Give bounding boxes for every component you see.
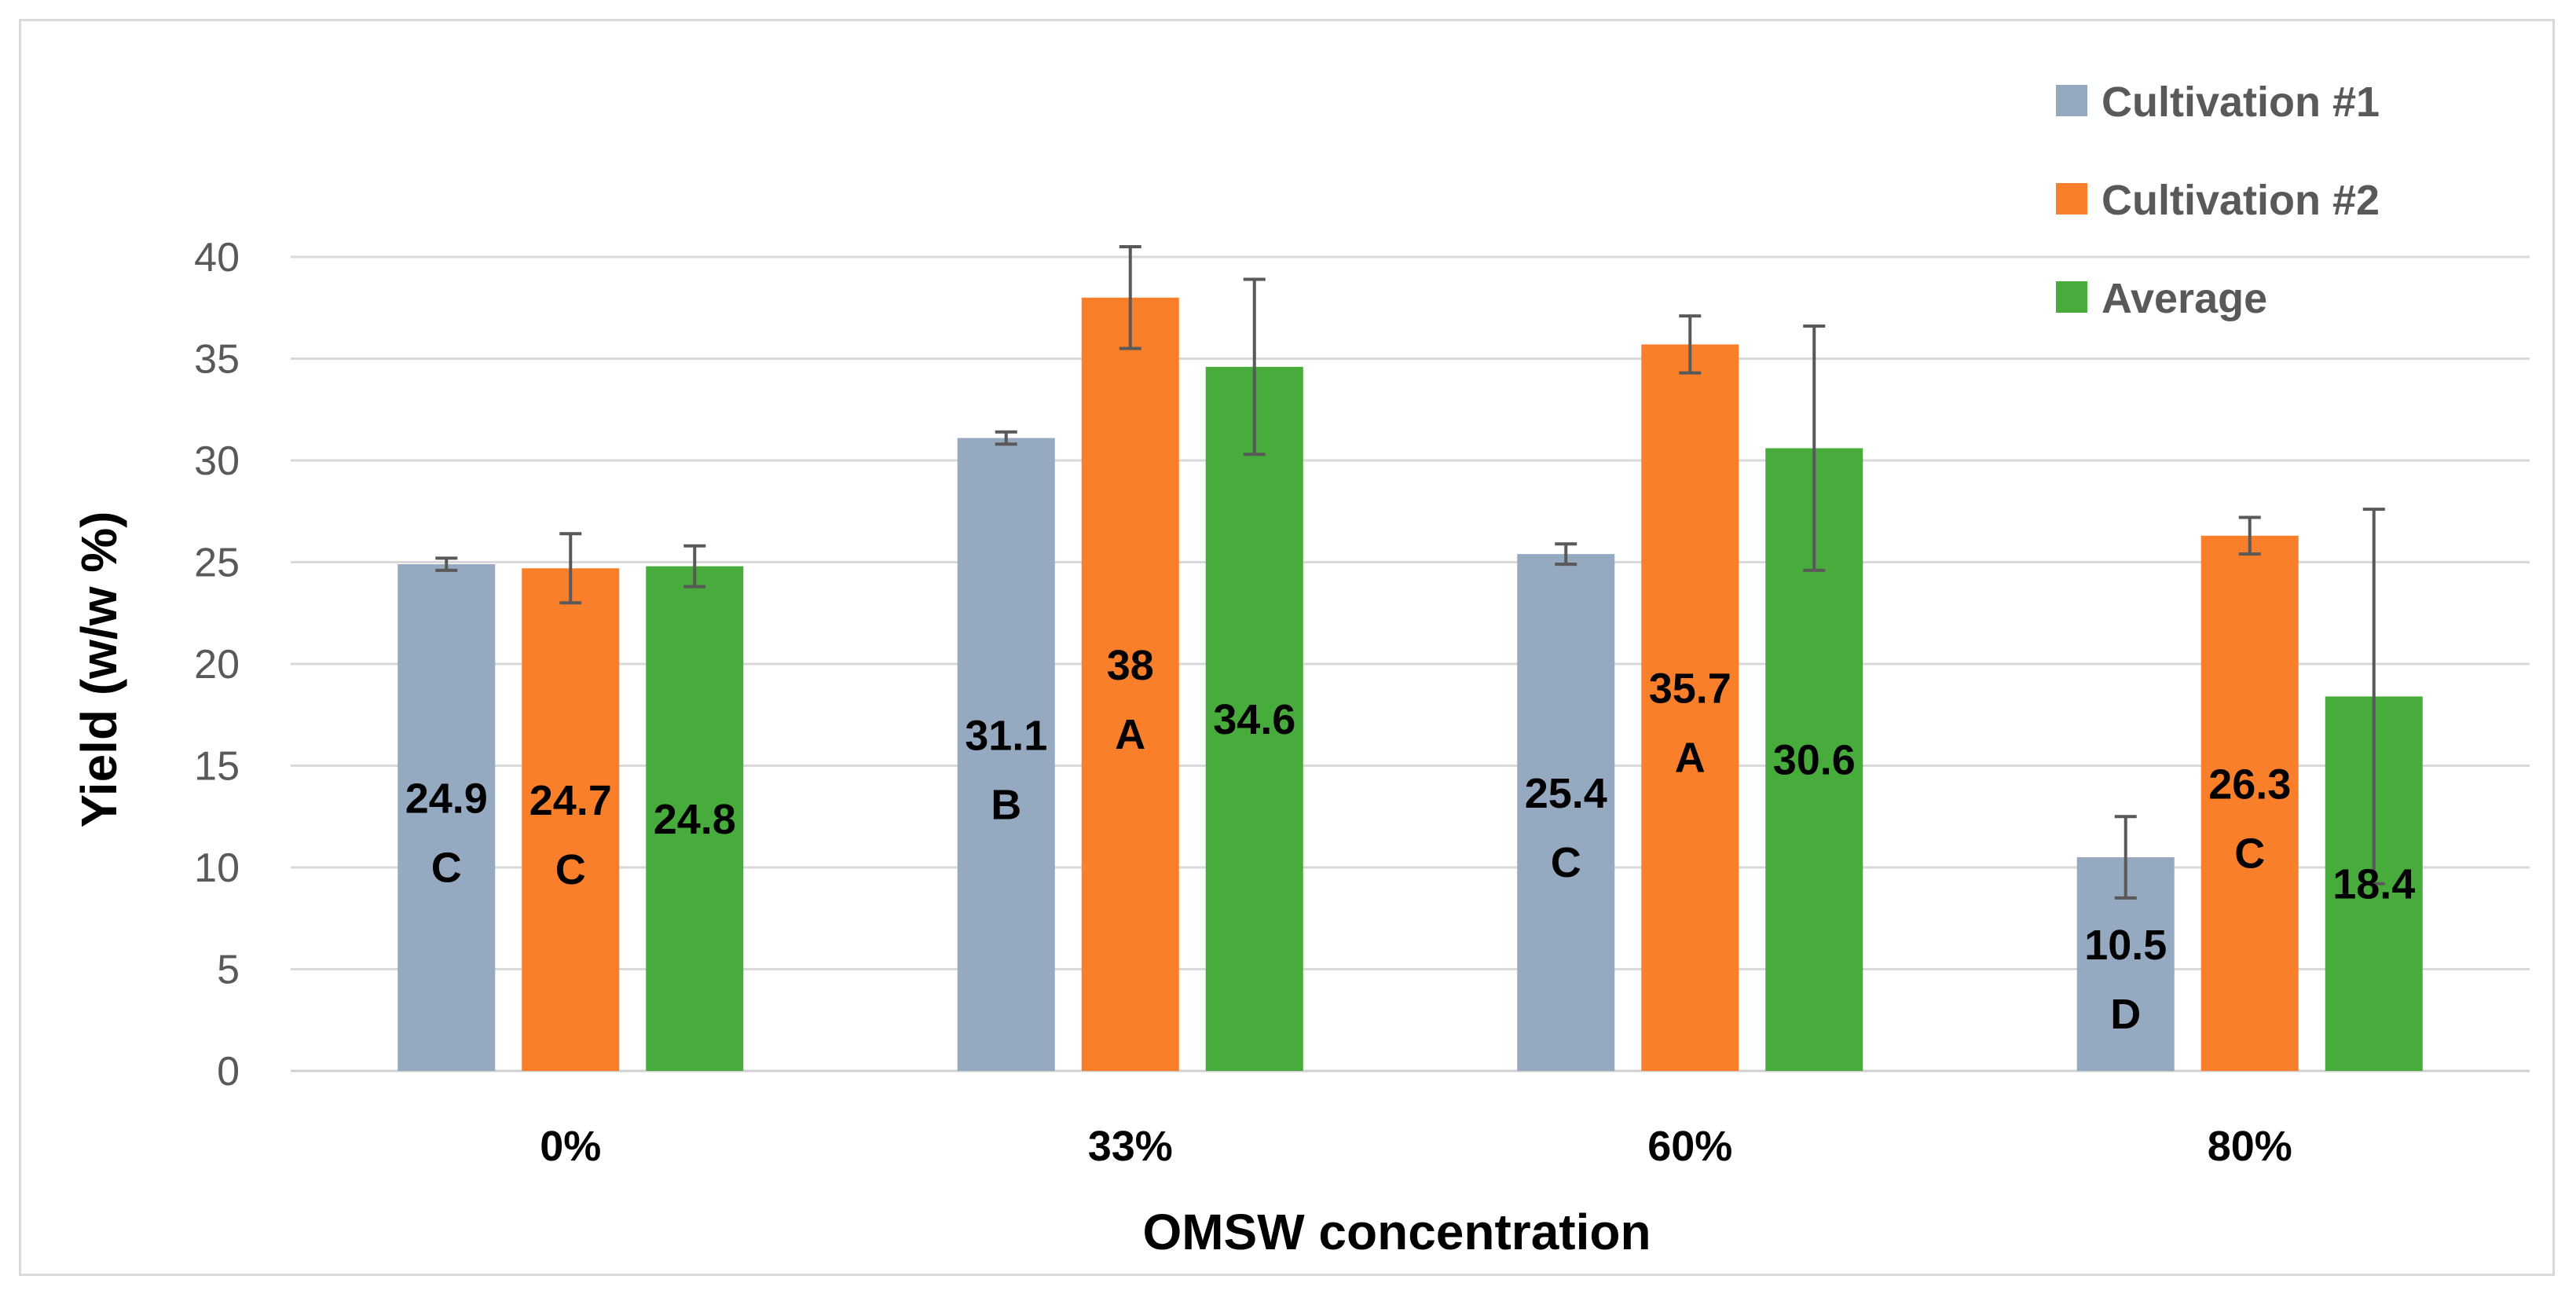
- bar: [398, 564, 496, 1071]
- bar: [1081, 297, 1179, 1071]
- data-label-value: 35.7: [1649, 666, 1731, 713]
- y-tick-label: 0: [217, 1049, 240, 1094]
- data-label-letter: C: [431, 845, 462, 892]
- x-tick-label: 60%: [1647, 1123, 1732, 1170]
- data-label-letter: C: [2234, 830, 2265, 877]
- y-tick-label: 10: [194, 845, 240, 891]
- data-label-value: 24.7: [529, 777, 612, 824]
- legend-label: Cultivation #1: [2101, 79, 2380, 126]
- data-labels: 24.9 C 24.7 C 24.8 31.1 B 38 A 34.6 25.4 C 35.7 A 30.6…: [405, 642, 2416, 1038]
- x-tick-label: 33%: [1088, 1123, 1173, 1170]
- bar: [2200, 535, 2299, 1071]
- data-label-value: 24.8: [654, 796, 736, 843]
- data-label-letter: C: [1551, 839, 1581, 886]
- y-tick-label: 5: [217, 948, 240, 993]
- bar: [1205, 366, 1303, 1071]
- data-label-letter: B: [991, 781, 1021, 828]
- data-label-letter: A: [1115, 711, 1145, 758]
- bar: [522, 568, 620, 1071]
- y-tick-label: 20: [194, 642, 240, 688]
- gridlines: [291, 255, 2530, 1072]
- y-tick-label: 40: [194, 235, 240, 280]
- data-label-value: 10.5: [2084, 922, 2167, 969]
- bar: [957, 438, 1055, 1071]
- bar: [1641, 344, 1739, 1071]
- x-axis-title: OMSW concentration: [1142, 1204, 1651, 1260]
- data-label-value: 25.4: [1525, 770, 1607, 817]
- bar: [1517, 554, 1615, 1071]
- data-label-value: 30.6: [1773, 737, 1856, 784]
- legend-swatch: [2056, 183, 2087, 214]
- y-axis-title: Yield (w/w %): [71, 512, 127, 828]
- y-tick-label: 30: [194, 438, 240, 484]
- y-tick-label: 25: [194, 541, 240, 586]
- x-axis-category-labels: 0% 33% 60% 80%: [540, 1123, 2292, 1170]
- data-label-value: 24.9: [405, 776, 488, 823]
- data-label-letter: C: [555, 846, 586, 893]
- data-label-value: 18.4: [2332, 861, 2415, 908]
- x-tick-label: 0%: [540, 1123, 601, 1170]
- legend-label: Average: [2101, 275, 2267, 322]
- data-label-letter: A: [1675, 735, 1706, 782]
- y-axis-ticks: 0 5 10 15 20 25 30 35 40: [194, 235, 240, 1094]
- legend-swatch: [2056, 85, 2087, 116]
- x-tick-label: 80%: [2208, 1123, 2292, 1170]
- data-label-value: 26.3: [2208, 761, 2291, 808]
- legend-swatch: [2056, 281, 2087, 313]
- bars: [398, 297, 2423, 1071]
- legend: Cultivation #1 Cultivation #2 Average: [2056, 79, 2380, 322]
- y-tick-label: 35: [194, 337, 240, 383]
- data-label-letter: D: [2110, 991, 2141, 1038]
- data-label-value: 38: [1107, 642, 1154, 689]
- y-tick-label: 15: [194, 744, 240, 790]
- data-label-value: 34.6: [1213, 696, 1295, 743]
- bar: [646, 566, 744, 1071]
- data-label-value: 31.1: [965, 712, 1047, 759]
- error-bars: [435, 245, 2385, 900]
- legend-label: Cultivation #2: [2101, 177, 2380, 224]
